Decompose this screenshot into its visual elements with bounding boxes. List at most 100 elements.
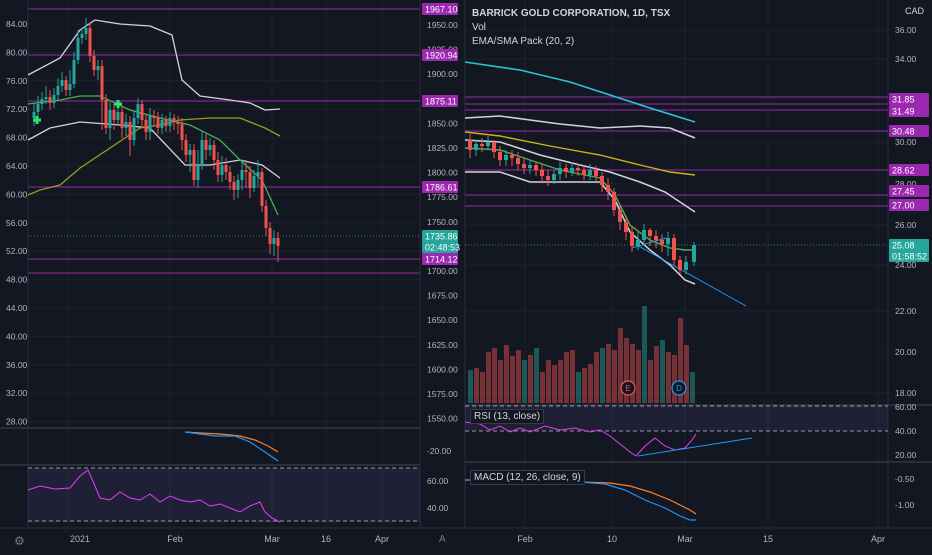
price-tick-label: 22.00	[895, 306, 917, 316]
candle-body	[264, 206, 268, 228]
price-tick-label: 1900.00	[427, 69, 458, 79]
price-tick-label: 64.00	[6, 161, 28, 171]
candle-body	[164, 120, 168, 126]
rsi-tick-label: 60.00	[427, 476, 449, 486]
candle-body	[636, 240, 640, 246]
candle-body	[128, 122, 132, 140]
price-tick-label: 18.00	[895, 388, 917, 398]
candle-body	[260, 172, 264, 206]
bollinger-upper-line	[27, 19, 281, 111]
candle-body	[648, 230, 652, 236]
volume-bar	[546, 360, 551, 403]
price-tick-label: 1700.00	[427, 266, 458, 276]
time-tick-label: 10	[607, 534, 617, 544]
candle-body	[124, 122, 128, 128]
price-tick-label: 44.00	[6, 303, 28, 313]
candle-body	[120, 112, 124, 128]
volume-bar	[684, 345, 689, 403]
svg-text:01:58:52: 01:58:52	[892, 252, 927, 262]
candle-body	[248, 172, 252, 188]
volume-bar	[576, 372, 581, 403]
candle-body	[184, 140, 188, 155]
candle-body	[588, 170, 592, 175]
price-tag: 25.08	[889, 239, 929, 251]
rsi-indicator-label[interactable]: RSI (13, close)	[470, 409, 545, 424]
candle-body	[528, 165, 532, 168]
volume-bar	[624, 338, 629, 403]
candle-body	[36, 104, 40, 112]
candle-body	[240, 170, 244, 180]
candle-body	[172, 118, 176, 122]
svg-text:1920.94: 1920.94	[425, 51, 458, 61]
time-tick-label: Mar	[677, 534, 693, 544]
candle-body	[642, 230, 646, 240]
long-ma-line	[464, 61, 696, 123]
svg-text:1786.61: 1786.61	[425, 183, 458, 193]
gear-icon[interactable]: ⚙	[14, 534, 25, 548]
bollinger-upper-line	[464, 115, 696, 139]
price-tick-label: 1650.00	[427, 315, 458, 325]
candle-body	[156, 118, 160, 128]
price-tick-label: 72.00	[6, 104, 28, 114]
volume-bar	[618, 328, 623, 403]
candle-body	[64, 80, 68, 90]
candle-body	[678, 260, 682, 270]
price-tag: 31.85	[889, 93, 929, 105]
currency-label: CAD	[904, 6, 924, 16]
candle-body	[552, 174, 556, 180]
volume-bar	[606, 344, 611, 403]
volume-indicator-label[interactable]: Vol	[472, 22, 486, 33]
candle-body	[252, 176, 256, 188]
svg-text:28.62: 28.62	[892, 166, 915, 176]
candle-body	[516, 158, 520, 164]
candle-body	[96, 66, 100, 70]
rsi-line	[464, 421, 697, 457]
candle-body	[200, 140, 204, 165]
candle-body	[558, 168, 562, 174]
candle-body	[76, 38, 80, 60]
candle-body	[540, 170, 544, 176]
svg-text:02:48:53: 02:48:53	[425, 243, 460, 253]
price-tick-label: 52.00	[6, 246, 28, 256]
price-tick-label: 32.00	[6, 388, 28, 398]
svg-text:E: E	[625, 384, 630, 393]
candle-body	[236, 180, 240, 190]
price-tick-label: 76.00	[6, 76, 28, 86]
candle-body	[188, 150, 192, 155]
price-tick-label: 60.00	[6, 189, 28, 199]
candle-body	[576, 168, 580, 170]
candle-body	[244, 170, 248, 172]
macd-indicator-label[interactable]: MACD (12, 26, close, 9)	[470, 470, 585, 485]
candle-body	[256, 172, 260, 176]
time-tick-label: 2021	[70, 534, 90, 544]
volume-bar	[588, 364, 593, 403]
candle-body	[564, 168, 568, 172]
volume-bar	[642, 306, 647, 403]
candle-body	[672, 238, 676, 260]
symbol-title[interactable]: BARRICK GOLD CORPORATION, 1D, TSX	[472, 8, 671, 19]
volume-bar	[492, 348, 497, 403]
price-tick-label: 80.00	[6, 47, 28, 57]
svg-text:27.00: 27.00	[892, 201, 915, 211]
ema-indicator-label[interactable]: EMA/SMA Pack (20, 2)	[472, 36, 575, 47]
price-tag: 28.62	[889, 164, 929, 176]
volume-bar	[534, 348, 539, 403]
candle-body	[228, 172, 232, 182]
candle-body	[160, 120, 164, 128]
candle-body	[504, 155, 508, 160]
volume-bar	[510, 356, 515, 403]
svg-text:25.08: 25.08	[892, 241, 915, 251]
candle-body	[152, 116, 156, 118]
candle-body	[468, 140, 472, 150]
sma-line	[464, 131, 696, 176]
rsi-line	[27, 469, 281, 523]
candle-body	[660, 240, 664, 244]
candle-body	[112, 110, 116, 120]
volume-bar	[540, 372, 545, 403]
auto-scale-icon[interactable]: A	[439, 534, 446, 545]
candle-body	[84, 28, 88, 34]
candle-body	[492, 142, 496, 152]
macd-line	[184, 431, 279, 462]
